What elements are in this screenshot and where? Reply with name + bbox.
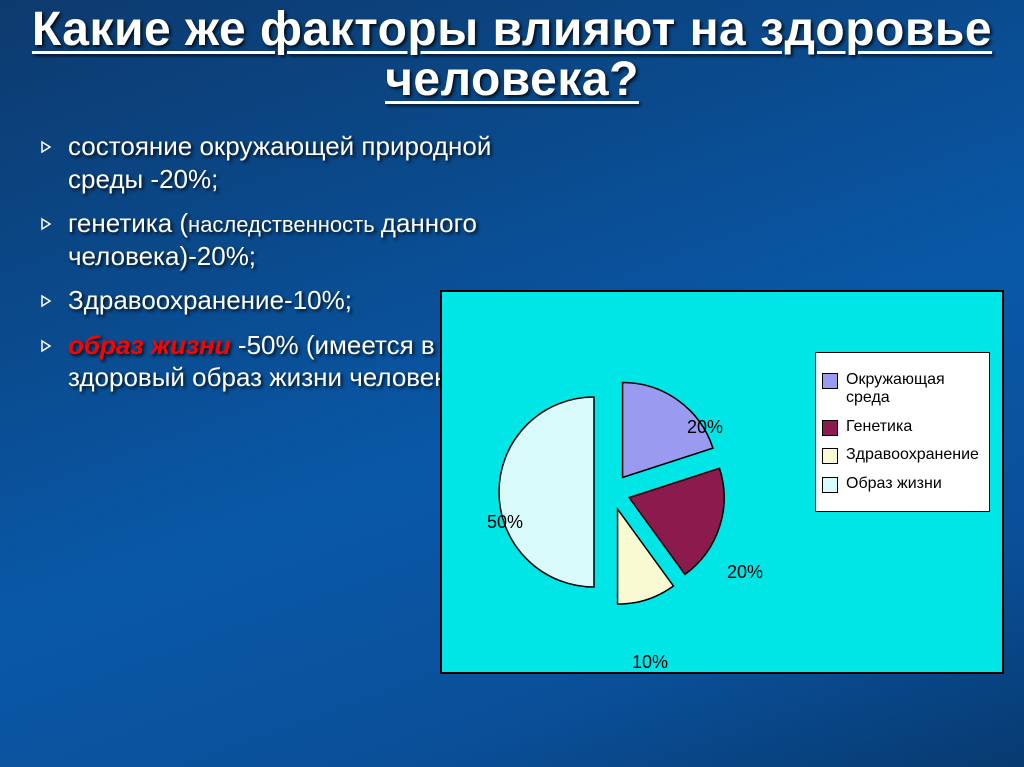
legend-item: Генетика: [822, 418, 983, 436]
bullet-arrow-icon: [40, 140, 54, 154]
slide-title: Какие же факторы влияют на здоровье чело…: [0, 0, 1024, 106]
pie-slice-label: 50%: [487, 512, 523, 533]
slide: Какие же факторы влияют на здоровье чело…: [0, 0, 1024, 767]
bullet-pre: генетика (: [68, 208, 188, 238]
bullet-text: состояние окружающей природной среды -20…: [68, 130, 520, 195]
legend-swatch: [822, 448, 838, 464]
legend-text: Генетика: [846, 418, 983, 436]
legend-item: Образ жизни: [822, 475, 983, 493]
bullet-arrow-icon: [40, 217, 54, 231]
bullet-arrow-icon: [40, 294, 54, 308]
chart-legend: Окружающая среда Генетика Здравоохранени…: [815, 352, 990, 512]
bullet-strong: образ жизни: [68, 330, 231, 360]
bullet-arrow-icon: [40, 339, 54, 353]
legend-text: Образ жизни: [846, 475, 983, 493]
pie-slice-label: 20%: [727, 562, 763, 583]
pie-slice-label: 10%: [632, 652, 668, 673]
legend-item: Здравоохранение: [822, 446, 983, 464]
bullet-item: генетика (наследственность данного челов…: [40, 207, 520, 272]
bullet-item: состояние окружающей природной среды -20…: [40, 130, 520, 195]
pie-chart-panel: 20% 20% 10% 50% Окружающая среда Генетик…: [440, 290, 1004, 674]
legend-swatch: [822, 420, 838, 436]
pie-slice-label: 20%: [687, 417, 723, 438]
bullet-text: генетика (наследственность данного челов…: [68, 207, 520, 272]
legend-item: Окружающая среда: [822, 371, 983, 408]
legend-swatch: [822, 373, 838, 389]
legend-text: Здравоохранение: [846, 446, 983, 464]
legend-swatch: [822, 477, 838, 493]
bullet-small: наследственность: [188, 212, 381, 237]
pie-chart: 20% 20% 10% 50%: [482, 362, 742, 622]
legend-text: Окружающая среда: [846, 371, 983, 408]
